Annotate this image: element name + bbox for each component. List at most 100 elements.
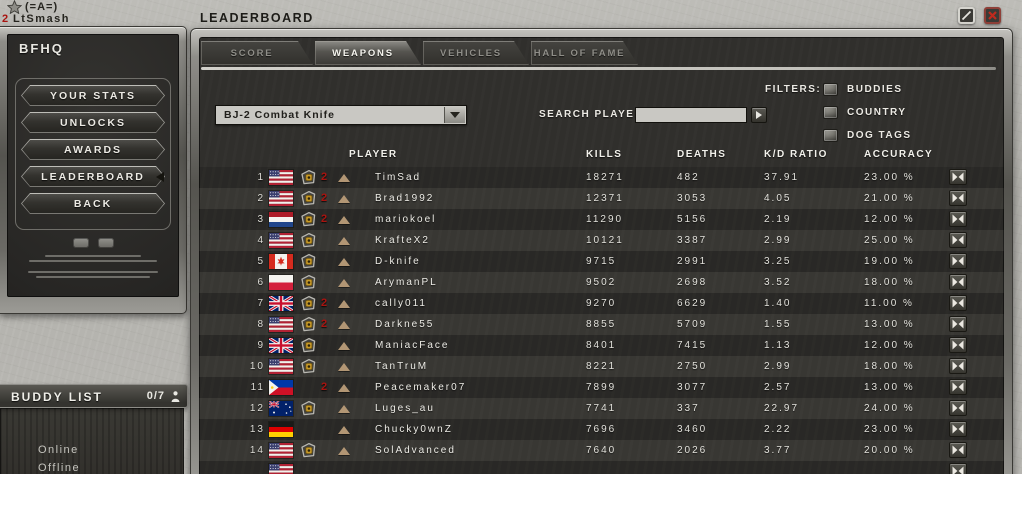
ea-logo-icon	[72, 238, 89, 248]
compare-button[interactable]	[949, 358, 967, 374]
player-name: Darkne55	[375, 319, 435, 330]
tab-score[interactable]: SCORE	[201, 41, 313, 65]
table-row: 7 2 cally011 9270 6629 1.40 11.00 %	[199, 293, 1004, 314]
rank-number: 8	[257, 319, 265, 330]
flag-gb-icon	[269, 338, 293, 353]
tab-bar: SCORE WEAPONS VEHICLES HALL OF FAME	[201, 41, 638, 65]
compare-button[interactable]	[949, 169, 967, 185]
column-header-player[interactable]: PLAYER	[349, 149, 398, 160]
player-name: KrafteX2	[375, 235, 430, 246]
table-row: 9 ManiacFace 8401 7415 1.13 12.00 %	[199, 335, 1004, 356]
buddy-group-offline[interactable]: Offline	[38, 462, 81, 474]
dog-tag-icon	[298, 211, 318, 227]
filter-checkbox-country[interactable]	[823, 106, 838, 119]
dog-tag-icon	[298, 295, 318, 311]
accuracy-value: 18.00 %	[864, 361, 915, 372]
search-player-input[interactable]	[635, 107, 747, 123]
active-item-arrow-icon	[156, 171, 164, 182]
player-name: SolAdvanced	[375, 445, 456, 456]
table-row: 12 Luges_au 7741 337 22.97 24.00 %	[199, 398, 1004, 419]
chevron-down-icon	[450, 112, 460, 118]
filter-label: DOG TAGS	[847, 130, 912, 141]
filter-checkbox-buddies[interactable]	[823, 83, 838, 96]
compare-button[interactable]	[949, 337, 967, 353]
tab-hall-of-fame[interactable]: HALL OF FAME	[531, 41, 638, 65]
table-header-row: PLAYER KILLS DEATHS K/D RATIO ACCURACY	[199, 149, 1004, 165]
compare-button[interactable]	[949, 253, 967, 269]
kills-value: 11290	[586, 214, 624, 225]
arrow-right-icon	[756, 111, 762, 119]
fine-print-line	[29, 260, 157, 262]
compare-button[interactable]	[949, 295, 967, 311]
bfhq-panel: BFHQ YOUR STATS UNLOCKS AWARDS LEADERBOARD B…	[0, 26, 187, 314]
rank-up-arrow-icon	[338, 216, 350, 224]
column-header-kills[interactable]: KILLS	[586, 149, 623, 160]
dog-tag-icon	[298, 274, 318, 290]
bfhq-button-leaderboard[interactable]: LEADERBOARD	[21, 166, 165, 187]
compare-button[interactable]	[949, 190, 967, 206]
player-name: TanTruM	[375, 361, 429, 372]
bfhq-button-awards[interactable]: AWARDS	[21, 139, 165, 160]
compare-button[interactable]	[949, 463, 967, 474]
dice-logo-icon	[97, 238, 114, 248]
clan-tag: (=A=)	[25, 1, 59, 13]
weapon-select-value: BJ-2 Combat Knife	[224, 109, 335, 121]
dog-tag-count: 2	[321, 381, 328, 393]
compare-button[interactable]	[949, 421, 967, 437]
bfhq-button-unlocks[interactable]: UNLOCKS	[21, 112, 165, 133]
filter-option-country: COUNTRY	[823, 105, 912, 120]
bfhq-menu-box: YOUR STATS UNLOCKS AWARDS LEADERBOARD BACK	[15, 78, 171, 230]
column-header-deaths[interactable]: DEATHS	[677, 149, 727, 160]
tab-weapons[interactable]: WEAPONS	[315, 41, 421, 65]
compare-button[interactable]	[949, 379, 967, 395]
player-name: ManiacFace	[375, 340, 450, 351]
buddy-list-header[interactable]: BUDDY LIST 0/7	[0, 384, 188, 408]
table-row: 13 Chucky0wnZ 7696 3460 2.22 23.00 %	[199, 419, 1004, 440]
compare-button[interactable]	[949, 442, 967, 458]
kd-ratio-value: 3.25	[764, 256, 792, 267]
deaths-value: 5156	[677, 214, 708, 225]
accuracy-value: 19.00 %	[864, 256, 915, 267]
windowed-mode-button[interactable]	[958, 7, 975, 24]
accuracy-value: 21.00 %	[864, 193, 915, 204]
close-button[interactable]	[984, 7, 1001, 24]
buddy-group-online[interactable]: Online	[38, 444, 79, 456]
compare-button[interactable]	[949, 232, 967, 248]
filter-checkbox-dog-tags[interactable]	[823, 129, 838, 142]
tab-vehicles[interactable]: VEHICLES	[423, 41, 529, 65]
fine-print-line	[36, 276, 150, 278]
buddy-list-body: Online Offline	[0, 408, 184, 474]
rank-number: 4	[257, 235, 265, 246]
rank-up-arrow-icon	[338, 258, 350, 266]
kills-value: 9270	[586, 298, 617, 309]
kills-value: 10121	[586, 235, 624, 246]
compare-button[interactable]	[949, 400, 967, 416]
filter-label: COUNTRY	[847, 107, 907, 118]
search-go-button[interactable]	[751, 107, 767, 123]
fine-print-line	[45, 255, 141, 257]
kills-value: 8855	[586, 319, 617, 330]
dog-tag-icon	[298, 190, 318, 206]
rank-number: 6	[257, 277, 265, 288]
compare-button[interactable]	[949, 274, 967, 290]
kills-value: 8221	[586, 361, 617, 372]
kills-value: 9502	[586, 277, 617, 288]
compare-button[interactable]	[949, 211, 967, 227]
kd-ratio-value: 1.55	[764, 319, 792, 330]
player-name: mariokoel	[375, 214, 437, 225]
compare-button[interactable]	[949, 316, 967, 332]
bfhq-button-your-stats[interactable]: YOUR STATS	[21, 85, 165, 106]
column-header-accuracy[interactable]: ACCURACY	[864, 149, 934, 160]
table-row: 4 KrafteX2 10121 3387 2.99 25.00 %	[199, 230, 1004, 251]
column-header-kd-ratio[interactable]: K/D RATIO	[764, 149, 828, 160]
accuracy-value: 12.00 %	[864, 340, 915, 351]
kd-ratio-value: 2.57	[764, 382, 792, 393]
bfhq-button-back[interactable]: BACK	[21, 193, 165, 214]
player-name: Luges_au	[375, 403, 435, 414]
publisher-logos	[7, 238, 179, 248]
rank-number: 14	[249, 445, 265, 456]
dog-tag-icon	[298, 358, 318, 374]
dropdown-arrow-button[interactable]	[444, 107, 465, 123]
rank-up-arrow-icon	[338, 321, 350, 329]
weapon-select-dropdown[interactable]: BJ-2 Combat Knife	[215, 105, 467, 125]
